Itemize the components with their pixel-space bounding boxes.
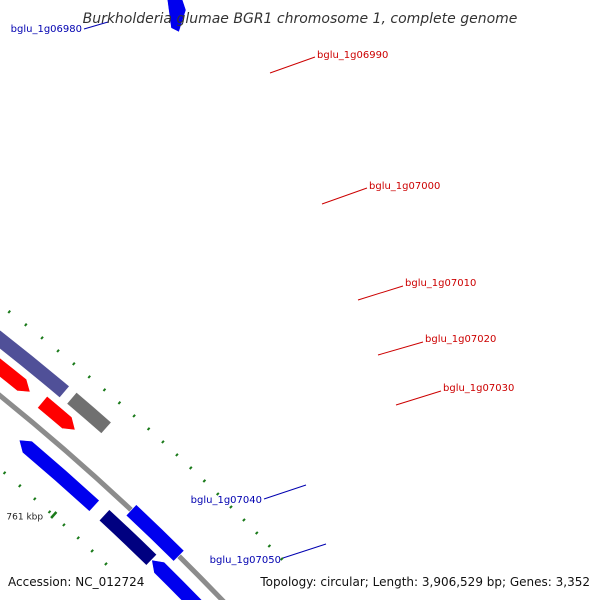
ruler-labels-layer: 754 kbp755 kbp756 kbp757 kbp758 kbp759 k… (6, 511, 58, 523)
feature-cogs-9 (66, 391, 112, 435)
leader-line-bglu_1g07050 (282, 543, 327, 559)
leader-line-bglu_1g06990 (269, 56, 316, 74)
tick-marks-layer (2, 309, 284, 566)
gene-label-bglu_1g06980: bglu_1g06980 (11, 24, 82, 35)
feature-cds-3 (0, 357, 31, 393)
outer-tick-dot (202, 479, 207, 483)
outer-tick-dot (87, 375, 91, 379)
outer-tick-dot (72, 362, 76, 366)
features-layer (0, 0, 203, 600)
gene-label-bglu_1g07030: bglu_1g07030 (443, 383, 514, 394)
outer-tick-dot (280, 557, 284, 561)
outer-tick-dot (254, 531, 259, 535)
backbone-layer (0, 392, 226, 600)
feature-cds-4 (36, 395, 76, 431)
inner-tick-dot (33, 497, 37, 501)
leader-line-bglu_1g07000 (321, 187, 368, 205)
leader-line-bglu_1g07010 (357, 285, 404, 301)
outer-tick-dot (229, 505, 233, 509)
outer-tick-dot (215, 492, 220, 496)
outer-tick-dot (117, 401, 122, 405)
accession-text: Accession: NC_012724 (8, 575, 144, 589)
ruler-major-tick (50, 511, 58, 519)
leader-line-bglu_1g06980 (83, 21, 109, 30)
gene-label-bglu_1g07000: bglu_1g07000 (369, 181, 440, 192)
outer-tick-dot (188, 466, 193, 470)
feature-cogs-12 (98, 509, 158, 566)
map-title: Burkholderia glumae BGR1 chromosome 1, c… (83, 11, 518, 27)
ruler-label: 761 kbp (6, 513, 43, 523)
outer-tick-dot (24, 323, 28, 327)
outer-tick-dot (132, 414, 136, 418)
outer-tick-dot (175, 453, 179, 457)
outer-tick-dot (40, 336, 44, 340)
feature-cogs-8 (0, 329, 70, 399)
leader-line-bglu_1g07030 (395, 390, 442, 406)
inner-tick-dot (104, 562, 108, 566)
gene-labels-layer: bglu_1g06980 bglu_1g06990 bglu_1g07000bglu… (11, 24, 515, 566)
outer-tick-dot (267, 544, 272, 548)
gene-label-bglu_1g07040: bglu_1g07040 (191, 495, 262, 506)
gene-label-bglu_1g07010: bglu_1g07010 (405, 278, 476, 289)
gene-label-bglu_1g07020: bglu_1g07020 (425, 334, 496, 345)
outer-tick-dot (7, 309, 11, 314)
outer-tick-dot (242, 518, 246, 522)
feature-cds-11 (151, 559, 203, 600)
inner-tick-dot (47, 510, 52, 514)
inner-tick-dot (2, 471, 7, 475)
backbone-arc (0, 392, 226, 600)
feature-cogs-13 (125, 504, 185, 562)
feature-cds-10 (18, 439, 100, 512)
outer-tick-dot (102, 388, 107, 392)
leader-line-bglu_1g07040 (263, 484, 307, 500)
outer-tick-dot (56, 349, 60, 353)
gene-label-bglu_1g06990: bglu_1g06990 (317, 50, 388, 61)
feature-bglu-1g06980 (167, 0, 187, 33)
inner-tick-dot (18, 484, 22, 488)
genome-summary-text: Topology: circular; Length: 3,906,529 bp… (259, 575, 590, 589)
leader-line-bglu_1g07020 (377, 341, 424, 356)
outer-tick-dot (146, 427, 151, 431)
inner-tick-dot (90, 549, 94, 553)
outer-tick-dot (161, 440, 165, 444)
inner-tick-dot (76, 536, 80, 540)
gene-label-bglu_1g07050: bglu_1g07050 (210, 555, 281, 566)
label-leaders-layer (83, 21, 442, 559)
inner-tick-dot (62, 523, 66, 527)
